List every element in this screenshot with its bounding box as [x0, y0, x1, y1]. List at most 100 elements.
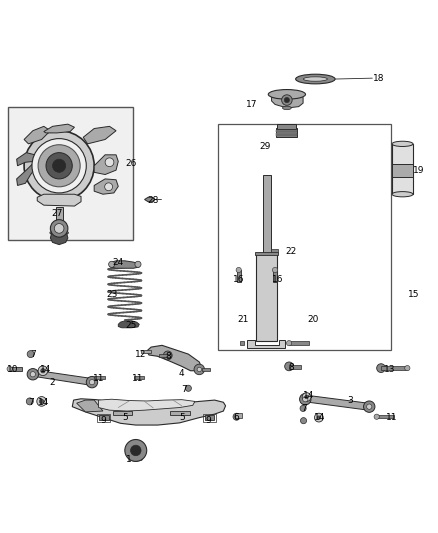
Polygon shape: [303, 395, 373, 410]
Bar: [289, 365, 301, 368]
Circle shape: [367, 404, 372, 409]
Circle shape: [285, 362, 293, 371]
Bar: [10, 367, 22, 371]
Polygon shape: [110, 261, 139, 268]
Bar: [235, 413, 242, 418]
Circle shape: [233, 413, 240, 420]
Polygon shape: [44, 124, 74, 133]
Circle shape: [135, 261, 141, 268]
Text: 5: 5: [122, 413, 128, 422]
Polygon shape: [94, 155, 118, 174]
Circle shape: [32, 139, 86, 193]
Bar: [56, 207, 63, 227]
Text: 4: 4: [179, 369, 184, 378]
Circle shape: [86, 376, 98, 388]
Text: 3: 3: [347, 395, 353, 405]
Circle shape: [286, 341, 292, 346]
Circle shape: [7, 366, 12, 372]
Polygon shape: [50, 233, 68, 245]
Ellipse shape: [50, 230, 68, 236]
Polygon shape: [118, 321, 139, 328]
Polygon shape: [128, 449, 144, 462]
Circle shape: [317, 416, 321, 419]
Bar: [170, 411, 190, 415]
Polygon shape: [17, 152, 35, 166]
Text: 29: 29: [259, 142, 271, 150]
Text: 6: 6: [233, 413, 240, 422]
Bar: [276, 128, 297, 137]
Circle shape: [305, 395, 308, 399]
Text: 12: 12: [134, 350, 146, 359]
Text: 7: 7: [181, 385, 187, 394]
Text: 17: 17: [246, 100, 258, 109]
Text: 27: 27: [51, 209, 63, 219]
Text: 9: 9: [205, 416, 211, 425]
Text: 5: 5: [179, 413, 185, 422]
Bar: [202, 368, 210, 371]
Text: 16: 16: [233, 275, 244, 284]
Text: 11: 11: [386, 413, 398, 422]
Circle shape: [26, 398, 33, 405]
Text: 9: 9: [100, 416, 106, 425]
Text: 1: 1: [126, 455, 132, 464]
Bar: [203, 414, 216, 422]
Bar: [276, 133, 297, 134]
Text: 21: 21: [237, 314, 249, 324]
Text: 15: 15: [408, 290, 420, 300]
Bar: [113, 411, 132, 415]
Ellipse shape: [283, 106, 291, 110]
Circle shape: [105, 158, 114, 167]
Polygon shape: [94, 179, 118, 194]
Circle shape: [303, 397, 308, 402]
Circle shape: [53, 159, 66, 172]
Circle shape: [89, 379, 95, 385]
Circle shape: [377, 364, 385, 373]
Text: 2: 2: [50, 378, 55, 387]
Ellipse shape: [392, 191, 413, 197]
Circle shape: [24, 131, 94, 201]
Bar: [381, 366, 407, 370]
Circle shape: [38, 145, 80, 187]
Bar: [205, 415, 214, 420]
Polygon shape: [30, 370, 96, 385]
Circle shape: [194, 364, 205, 375]
Text: 7: 7: [28, 398, 34, 407]
Circle shape: [405, 366, 410, 371]
Bar: [141, 350, 151, 353]
Circle shape: [314, 413, 323, 422]
Text: 8: 8: [166, 352, 172, 361]
Circle shape: [38, 366, 48, 376]
Circle shape: [125, 440, 147, 462]
Circle shape: [300, 393, 311, 405]
Circle shape: [50, 220, 68, 237]
Bar: [271, 248, 278, 252]
Text: 7: 7: [301, 405, 307, 414]
Circle shape: [185, 385, 191, 391]
Text: 14: 14: [303, 391, 314, 400]
Circle shape: [30, 372, 35, 377]
Circle shape: [272, 268, 278, 273]
Bar: [263, 174, 271, 271]
Text: 28: 28: [148, 196, 159, 205]
Bar: [134, 376, 144, 379]
Circle shape: [37, 397, 46, 406]
Circle shape: [282, 95, 292, 106]
Bar: [94, 376, 105, 379]
Polygon shape: [17, 161, 37, 185]
Circle shape: [374, 414, 379, 419]
Text: 16: 16: [272, 275, 284, 284]
Bar: [256, 253, 277, 341]
Circle shape: [236, 268, 241, 273]
Bar: [218, 124, 391, 350]
Text: 26: 26: [126, 159, 137, 168]
Text: 14: 14: [38, 398, 49, 407]
Text: 10: 10: [7, 365, 18, 374]
Text: 11: 11: [93, 374, 104, 383]
Polygon shape: [147, 345, 201, 371]
Text: 23: 23: [106, 290, 117, 300]
Circle shape: [109, 261, 115, 268]
Circle shape: [364, 401, 375, 413]
Bar: [392, 144, 413, 194]
Polygon shape: [37, 194, 81, 206]
Circle shape: [27, 351, 34, 358]
